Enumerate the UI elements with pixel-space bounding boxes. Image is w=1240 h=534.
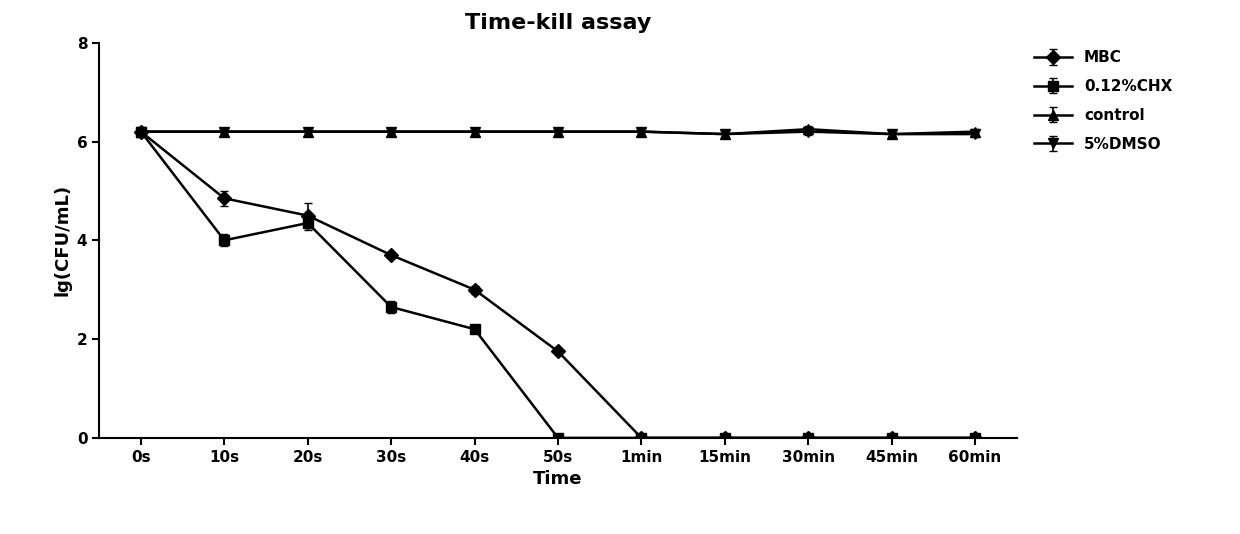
Title: Time-kill assay: Time-kill assay — [465, 13, 651, 33]
Y-axis label: lg(CFU/mL): lg(CFU/mL) — [53, 184, 71, 296]
X-axis label: Time: Time — [533, 470, 583, 488]
Legend: MBC, 0.12%CHX, control, 5%DMSO: MBC, 0.12%CHX, control, 5%DMSO — [1034, 50, 1172, 152]
